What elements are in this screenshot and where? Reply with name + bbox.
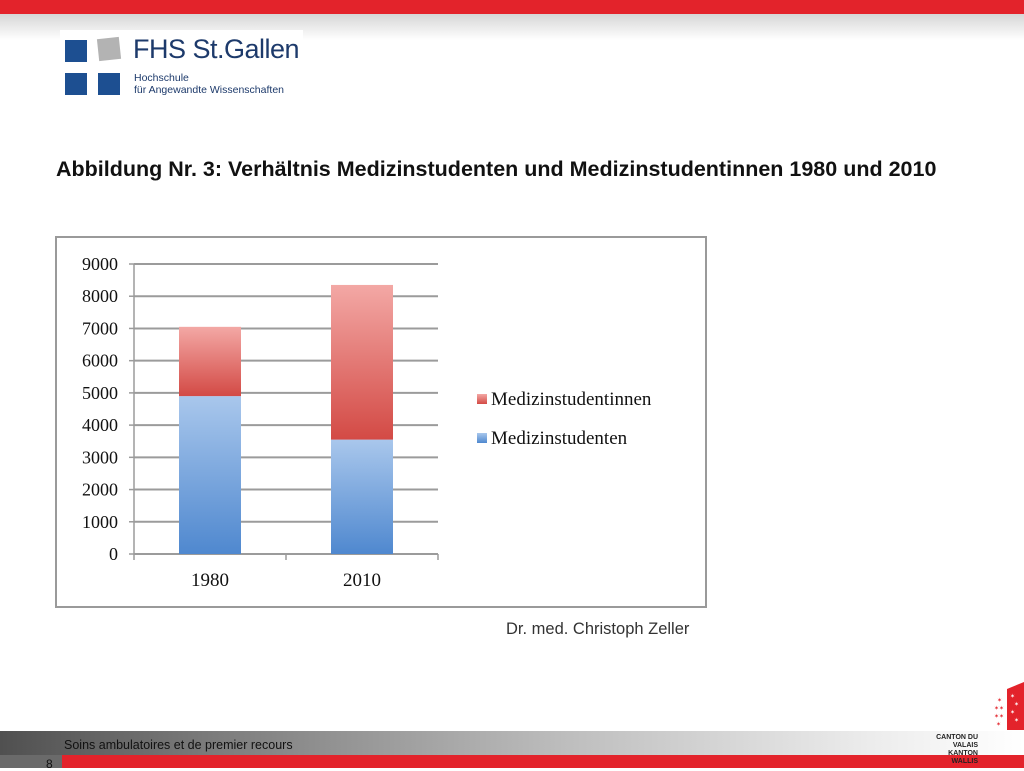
- canton-name: CANTON DU VALAIS KANTON WALLIS: [936, 734, 978, 766]
- bar-medizinstudenten-2010: [331, 439, 393, 554]
- y-tick-label: 7000: [82, 318, 118, 338]
- footer-label: Soins ambulatoires et de premier recours: [64, 738, 293, 752]
- legend-label: Medizinstudenten: [491, 428, 628, 449]
- bar-medizinstudenten-1980: [179, 396, 241, 554]
- bar-medizinstudentinnen-1980: [179, 326, 241, 397]
- footer-corner: [0, 755, 62, 768]
- footer-accent-bar: [62, 755, 1024, 768]
- slide-heading: Abbildung Nr. 3: Verhältnis Medizinstude…: [56, 157, 937, 181]
- legend-swatch: [477, 433, 487, 443]
- svg-text:✶: ✶: [1014, 717, 1019, 724]
- x-tick-label: 1980: [191, 570, 229, 591]
- canton-name-de: KANTON WALLIS: [948, 750, 978, 765]
- stacked-bar-chart: 0 1000 2000 3000 4000 5000 6000 7000 8000 9000 198…: [82, 254, 652, 591]
- svg-text:✶: ✶: [999, 713, 1004, 720]
- y-tick-label: 2000: [82, 480, 118, 500]
- svg-text:✶: ✶: [1010, 693, 1015, 700]
- svg-text:✶: ✶: [994, 705, 999, 712]
- y-tick-label: 8000: [82, 286, 118, 306]
- svg-text:✶: ✶: [997, 697, 1002, 704]
- svg-text:✶: ✶: [1010, 709, 1015, 716]
- svg-text:✶: ✶: [1014, 701, 1019, 708]
- logo-square: [65, 40, 87, 62]
- attribution: Dr. med. Christoph Zeller: [506, 620, 690, 638]
- top-accent-bar: [0, 0, 1024, 14]
- footer-band: [0, 731, 1024, 755]
- logo-square: [98, 73, 120, 95]
- legend-label: Medizinstudentinnen: [491, 389, 652, 410]
- logo-title: FHS St.Gallen: [133, 34, 300, 64]
- y-tick-label: 5000: [82, 383, 118, 403]
- canton-name-fr: CANTON DU VALAIS: [936, 734, 978, 749]
- svg-text:✶: ✶: [999, 705, 1004, 712]
- chart-frame: 0 1000 2000 3000 4000 5000 6000 7000 8000 9000 198…: [55, 236, 707, 608]
- fhs-logo: [60, 30, 303, 100]
- legend-swatch: [477, 394, 487, 404]
- bar-medizinstudentinnen-2010: [331, 284, 393, 440]
- logo-subtitle-line2: für Angewandte Wissenschaften: [134, 84, 285, 96]
- canton-valais-logo: ✶ ✶ ✶ ✶ ✶ ✶ ✶ ✶ ✶ ✶: [990, 682, 1024, 730]
- y-tick-label: 9000: [82, 254, 118, 274]
- y-tick-label: 6000: [82, 351, 118, 371]
- page-number: 8: [46, 757, 53, 771]
- y-tick-label: 4000: [82, 415, 118, 435]
- logo-square: [65, 73, 87, 95]
- svg-text:✶: ✶: [994, 713, 999, 720]
- logo-subtitle-line1: Hochschule: [134, 72, 189, 84]
- logo-square: [96, 36, 122, 62]
- y-tick-label: 1000: [82, 512, 118, 532]
- y-tick-label: 3000: [82, 447, 118, 467]
- y-tick-label: 0: [109, 544, 118, 564]
- svg-text:✶: ✶: [996, 721, 1001, 728]
- x-tick-label: 2010: [343, 570, 381, 591]
